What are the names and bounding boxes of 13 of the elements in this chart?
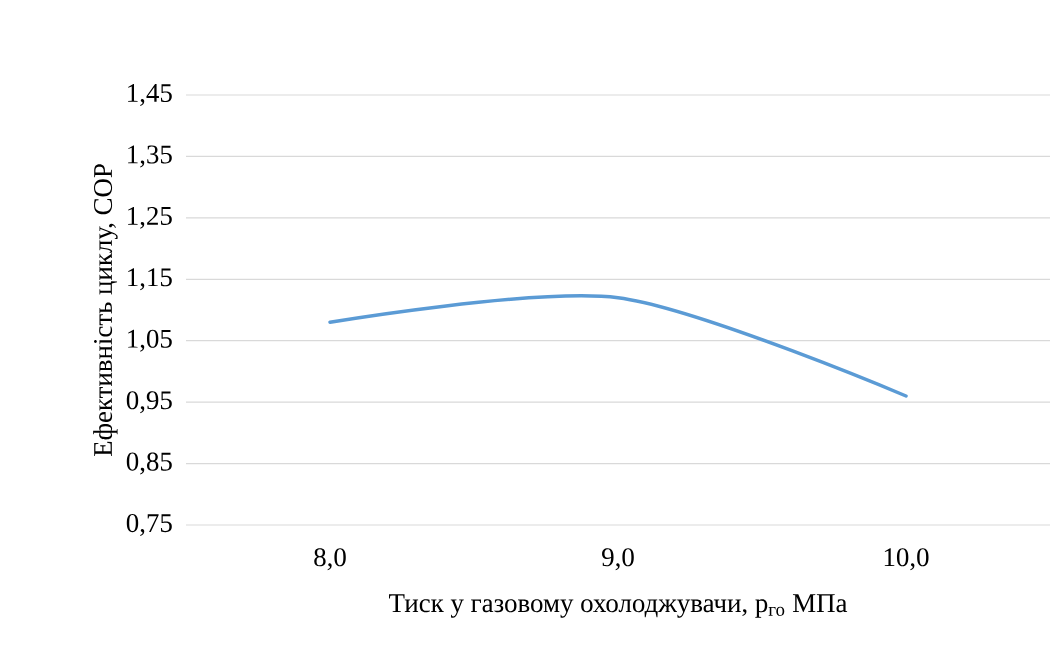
y-tick-label: 0,85 — [126, 452, 172, 475]
x-axis-title: Тиск у газовому охолоджувачи, p$_{го}$ МПа — [389, 594, 848, 618]
y-tick-label: 1,45 — [128, 84, 172, 106]
y-tick-label: 1,15 — [128, 268, 172, 291]
y-tick-label: 0,75 — [126, 513, 172, 537]
y-tick-label: 0,95 — [126, 391, 172, 414]
x-tick-label: 10,0 — [884, 548, 929, 571]
y-tick-label: 1,35 — [128, 145, 172, 168]
y-tick-label: 1,05 — [128, 329, 172, 352]
x-tick-label: 8,0 — [314, 548, 346, 571]
y-tick-label: 1,25 — [128, 206, 172, 229]
x-tick-label: 9,0 — [602, 548, 634, 571]
y-axis-title: Ефективність циклу, COP — [93, 164, 118, 457]
